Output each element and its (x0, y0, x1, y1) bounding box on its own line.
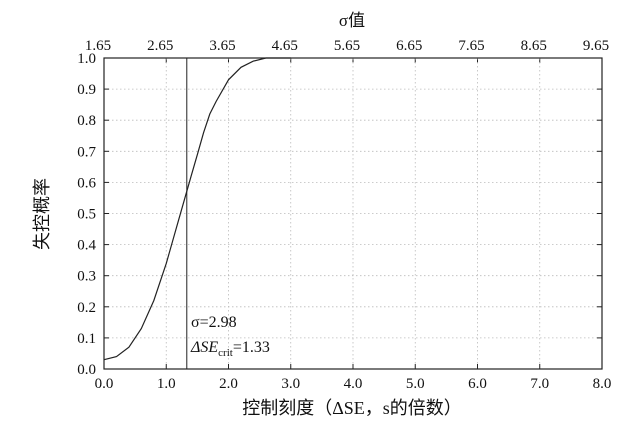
x-tick-label: 8.0 (593, 376, 612, 392)
x-tick-label: 5.0 (406, 376, 425, 392)
y-tick-label: 0.5 (77, 207, 96, 223)
top-axis: 1.65 2.65 3.65 4.65 5.65 6.65 7.65 8.65 9.65 (85, 38, 609, 63)
y-tick-label: 0.2 (77, 300, 96, 316)
y-tick-label: 0.1 (77, 331, 96, 347)
y-tick-label: 0.3 (77, 269, 96, 285)
y-tick-label: 0.7 (77, 144, 96, 160)
plot-frame (103, 57, 603, 370)
top-tick-label: 2.65 (147, 38, 173, 54)
y-tick-label: 0.9 (77, 82, 96, 98)
x-axis-label: 控制刻度（ΔSE，s的倍数） (242, 398, 462, 418)
x-tick-label: 1.0 (157, 376, 176, 392)
y-tick-label: 1.0 (77, 51, 96, 67)
x-tick-label: 4.0 (344, 376, 363, 392)
top-tick-label: 3.65 (209, 38, 235, 54)
y-axis-label: 失控概率 (32, 178, 52, 250)
top-tick-label: 6.65 (396, 38, 422, 54)
x-axis: 0.0 1.0 2.0 3.0 4.0 5.0 6.0 7.0 8.0 (95, 364, 612, 392)
top-tick-label: 5.65 (334, 38, 360, 54)
x-tick-label: 3.0 (281, 376, 300, 392)
top-tick-label: 8.65 (521, 38, 547, 54)
y-tick-label: 0.6 (77, 175, 96, 191)
top-tick-label: 7.65 (458, 38, 484, 54)
y-tick-label: 0.8 (77, 113, 96, 129)
x-tick-label: 0.0 (95, 376, 114, 392)
top-tick-label: 1.65 (85, 38, 111, 54)
y-axis: 0.0 0.1 0.2 0.3 0.4 0.5 0.6 0.7 0.8 0.9 1.0 (77, 51, 602, 378)
y-tick-label: 0.0 (77, 362, 96, 378)
x-tick-label: 2.0 (219, 376, 238, 392)
series-line (103, 57, 291, 361)
x-tick-label: 6.0 (468, 376, 487, 392)
top-tick-label: 9.65 (583, 38, 609, 54)
annotation-sigma: σ=2.98 (191, 314, 237, 331)
top-axis-title: σ值 (339, 11, 365, 30)
top-tick-label: 4.65 (272, 38, 298, 54)
x-tick-label: 7.0 (530, 376, 549, 392)
y-tick-label: 0.4 (77, 238, 96, 254)
annotation-se-crit: ΔSEcrit=1.33 (190, 339, 270, 359)
grid (104, 58, 602, 369)
